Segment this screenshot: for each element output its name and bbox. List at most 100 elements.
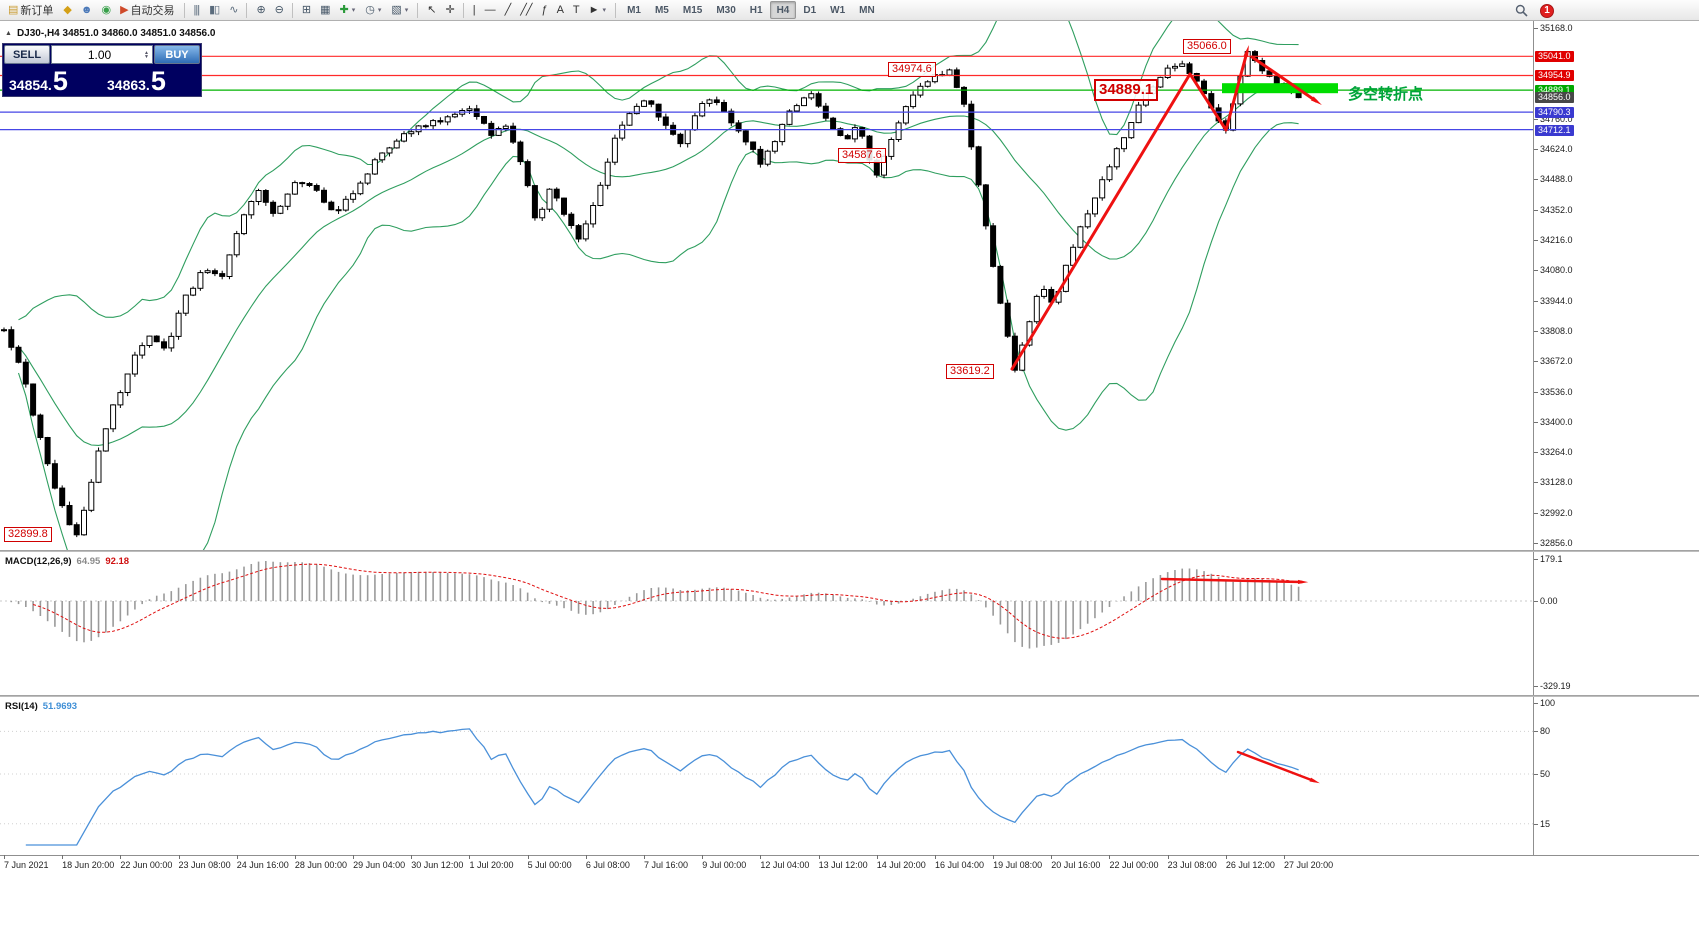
zoom-in-button[interactable]: ⊕ <box>251 1 269 19</box>
chart-annotations[interactable] <box>1010 45 1338 371</box>
price-scale[interactable]: 35168.0 34760.0 34624.0 34488.0 34352.0 34216… <box>1533 21 1699 855</box>
template-icon: ▧ <box>391 3 401 16</box>
rsi-line <box>25 728 1299 846</box>
time-tick-label: 12 Jul 04:00 <box>760 855 810 870</box>
periods-button[interactable]: ◷ ▾ <box>360 1 386 19</box>
user-icon: ☻ <box>80 3 93 16</box>
buy-button[interactable]: BUY <box>154 45 200 64</box>
tile-windows-button[interactable]: ⊞ <box>297 1 315 19</box>
chart-symbol-header: ▲ DJ30-,H4 34851.0 34860.0 34851.0 34856… <box>5 28 215 39</box>
chart-bars-button[interactable]: ||| <box>189 1 205 19</box>
profiles-button[interactable]: ☻ <box>76 1 97 19</box>
zoom-in-icon: ⊕ <box>256 3 265 16</box>
search-button[interactable] <box>1510 2 1533 20</box>
spinner-down-icon[interactable]: ▼ <box>144 53 149 60</box>
price-callout[interactable]: 34974.6 <box>888 62 936 77</box>
zoom-out-button[interactable]: ⊖ <box>270 1 288 19</box>
shapes-button[interactable]: ► ▾ <box>584 1 611 19</box>
sell-button[interactable]: SELL <box>4 45 50 64</box>
macd-value-main: 64.95 <box>76 556 101 567</box>
vline-button[interactable]: | <box>468 1 480 19</box>
rsi-scale-label: 50 <box>1533 769 1551 779</box>
price-callout[interactable]: 34587.6 <box>838 148 886 163</box>
chart-line-button[interactable]: ∿ <box>224 1 242 19</box>
rsi-trend-arrow[interactable] <box>1236 750 1320 784</box>
fibonacci-button[interactable]: ƒ <box>536 1 551 19</box>
rsi-scale-label: 15 <box>1533 819 1551 829</box>
dropdown-caret-icon[interactable]: ▾ <box>404 7 409 14</box>
templates-button[interactable]: ▧ ▾ <box>386 1 413 19</box>
chart-icon: ▲ <box>5 30 12 37</box>
toolbar-right: 1 <box>1510 0 1554 21</box>
time-tick-label: 23 Jul 08:00 <box>1167 855 1217 870</box>
indicators-button[interactable]: ✚ ▾ <box>335 1 361 19</box>
cursor-button[interactable]: ↖ <box>422 1 440 19</box>
rsi-chart-svg[interactable] <box>0 697 1533 855</box>
arrange-windows-button[interactable]: ▦ <box>315 1 334 19</box>
price-chart-panel[interactable]: ▲ DJ30-,H4 34851.0 34860.0 34851.0 34856… <box>0 21 1699 550</box>
time-axis[interactable]: 7 Jun 2021 18 Jun 20:00 22 Jun 00:00 23 Jun… <box>0 855 1699 875</box>
community-button[interactable]: ◉ <box>96 1 115 19</box>
tf-m15-button-label: M15 <box>682 4 703 16</box>
hline-button[interactable]: — <box>480 1 500 19</box>
macd-label: MACD(12,26,9) 64.95 92.18 <box>5 556 129 567</box>
rally-zigzag-arrow[interactable] <box>1010 45 1249 371</box>
macd-scale-label: 0.00 <box>1534 596 1558 606</box>
zoom-out-icon: ⊖ <box>274 3 284 16</box>
spinner-up-icon[interactable]: ▲ <box>144 49 149 56</box>
macd-panel[interactable]: MACD(12,26,9) 64.95 92.18 <box>0 552 1699 695</box>
volume-input[interactable]: 1.00 ▲ ▼ <box>51 45 153 64</box>
trendline-button[interactable]: ╱ <box>500 1 516 19</box>
price-callout[interactable]: 32899.8 <box>4 527 52 542</box>
bar-chart-icon: ||| <box>193 3 201 16</box>
crosshair-icon: ✛ <box>445 3 455 16</box>
volume-value: 1.00 <box>87 47 112 62</box>
main-chart-svg[interactable] <box>0 21 1533 550</box>
tf-h1-button[interactable]: H1 <box>743 1 770 19</box>
rsi-panel[interactable]: RSI(14) 51.9693 <box>0 697 1699 855</box>
price-callout[interactable]: 35066.0 <box>1183 39 1231 54</box>
panel-splitter[interactable] <box>0 550 1699 552</box>
autotrading-button[interactable]: ▶ 自动交易 <box>115 1 179 19</box>
add-indicator-icon: ✚ <box>339 3 349 16</box>
tf-m5-button[interactable]: M5 <box>648 1 676 19</box>
new-order-button[interactable]: ▤ 新订单 <box>3 1 58 19</box>
macd-chart-svg[interactable] <box>0 552 1533 695</box>
crosshair-button[interactable]: ✛ <box>441 1 459 19</box>
panel-splitter[interactable] <box>0 695 1699 697</box>
price-callout[interactable]: 33619.2 <box>946 364 994 379</box>
tf-m15-button[interactable]: M15 <box>676 1 709 19</box>
turning-zone-rect[interactable] <box>1222 83 1338 94</box>
metaeditor-button[interactable]: ◆ <box>58 1 75 19</box>
label-button[interactable]: T <box>568 1 584 19</box>
dropdown-caret-icon[interactable]: ▾ <box>377 7 382 14</box>
diamond-icon: ◆ <box>63 3 72 16</box>
price-callout[interactable]: 34889.1 <box>1094 79 1159 101</box>
tf-w1-button[interactable]: W1 <box>823 1 852 19</box>
text-button[interactable]: A <box>552 1 568 19</box>
toolbar: ▤ 新订单 ◆ ☻ ◉ ▶ 自动交易 ||| ▮▯ ∿ ⊕ ⊖ ⊞ ▦ ✚ ▾ ◷ ▾ ▧ ▾ ↖ ✛ | — ╱ ╱╱ ƒ A T ► ▾… <box>0 0 1699 21</box>
dropdown-caret-icon[interactable]: ▾ <box>602 7 607 14</box>
time-tick-label: 14 Jul 20:00 <box>876 855 926 870</box>
chart-candles-button[interactable]: ▮▯ <box>204 1 224 19</box>
time-tick-label: 6 Jul 08:00 <box>585 855 630 870</box>
time-tick-label: 27 Jul 20:00 <box>1284 855 1334 870</box>
tf-d1-button[interactable]: D1 <box>796 1 823 19</box>
dropdown-caret-icon[interactable]: ▾ <box>351 7 356 14</box>
notification-badge[interactable]: 1 <box>1540 3 1554 18</box>
label-icon: T <box>572 3 580 16</box>
time-tick-label: 29 Jun 04:00 <box>353 855 406 870</box>
fibonacci-icon: ƒ <box>541 3 547 16</box>
channel-button[interactable]: ╱╱ <box>515 1 536 19</box>
tf-mn-button[interactable]: MN <box>852 1 882 19</box>
one-click-trading-panel: SELL 1.00 ▲ ▼ BUY 34854. 5 34863. 5 <box>2 43 202 97</box>
toolbar-separator <box>462 2 464 18</box>
pullback-arrow[interactable] <box>1250 55 1322 106</box>
tf-m30-button[interactable]: M30 <box>709 1 742 19</box>
tf-h4-button[interactable]: H4 <box>769 1 797 19</box>
price-tick-label: 34352.0 <box>1534 205 1573 215</box>
tf-mn-button-label: MN <box>859 4 875 16</box>
macd-trend-arrow[interactable] <box>1160 577 1309 584</box>
volume-spinner[interactable]: ▲ ▼ <box>144 49 149 60</box>
tf-m1-button[interactable]: M1 <box>620 1 648 19</box>
